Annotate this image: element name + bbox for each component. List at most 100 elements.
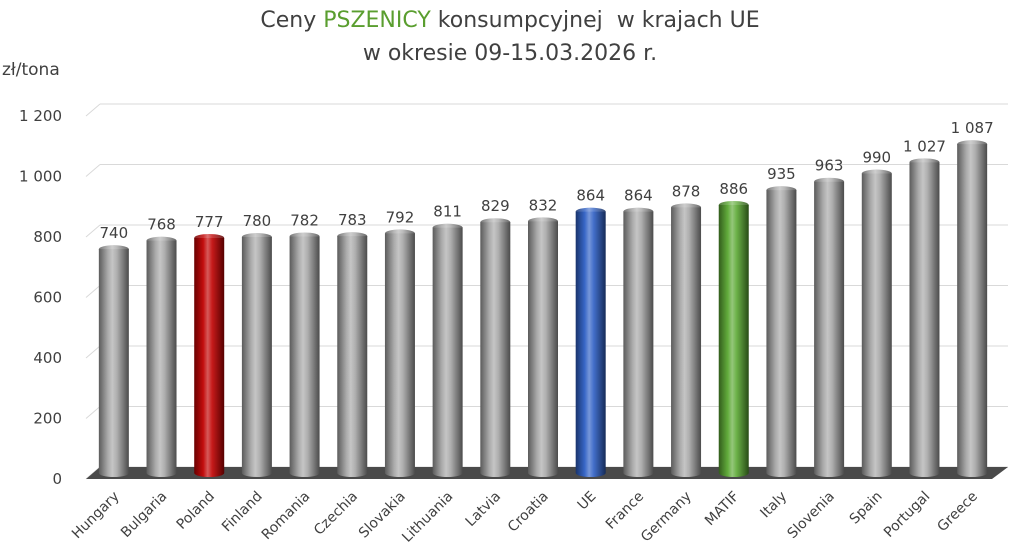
x-tick-label: Greece xyxy=(934,489,981,536)
data-label: 740 xyxy=(100,224,129,242)
y-tick-label: 0 xyxy=(52,470,62,488)
bar-body xyxy=(861,173,892,477)
x-tick-label: Poland xyxy=(174,489,218,533)
bar-body xyxy=(671,207,702,477)
bar-body xyxy=(623,211,654,477)
y-tick-label: 400 xyxy=(33,349,62,367)
bar-body xyxy=(241,237,272,477)
x-tick-label: UE xyxy=(575,489,600,514)
bar-cap xyxy=(957,140,988,149)
bar-cap xyxy=(766,186,797,195)
bar-cap xyxy=(98,245,129,254)
x-tick-label: Bulgaria xyxy=(118,489,170,541)
bar-cap xyxy=(480,218,511,227)
bar-body xyxy=(432,227,463,477)
y-tick-label: 1 200 xyxy=(19,107,62,125)
x-tick-label: Croatia xyxy=(505,489,552,536)
bar-body xyxy=(766,190,797,477)
x-tick-label: Lithuania xyxy=(399,489,456,546)
bar-body xyxy=(384,233,415,477)
x-tick-label: Slovenia xyxy=(784,489,837,542)
data-label: 886 xyxy=(719,180,748,198)
gridline-side xyxy=(85,285,101,298)
x-tick-label: Spain xyxy=(847,489,886,528)
bar-cap xyxy=(909,158,940,167)
data-label: 782 xyxy=(290,211,319,229)
x-tick-label: Finland xyxy=(219,489,266,536)
bar-hungary xyxy=(98,245,129,477)
bar-poland xyxy=(194,233,225,477)
data-label: 864 xyxy=(624,187,653,205)
x-tick-label: Italy xyxy=(757,489,790,522)
bar-cap xyxy=(194,233,225,242)
bar-romania xyxy=(289,232,320,477)
bar-ue xyxy=(575,207,606,477)
bar-cap xyxy=(575,207,606,216)
gridline-side xyxy=(85,224,101,238)
chart-title: Ceny PSZENICY konsumpcyjnej w krajach UE… xyxy=(0,4,1020,70)
x-tick-label: Hungary xyxy=(69,489,123,543)
data-label: 811 xyxy=(433,203,462,221)
bar-latvia xyxy=(480,218,511,477)
x-tick-label: MATIF xyxy=(702,489,743,530)
bar-body xyxy=(575,211,606,477)
gridline-side xyxy=(85,345,101,359)
bar-cap xyxy=(623,207,654,216)
data-label: 792 xyxy=(386,208,415,226)
data-label: 878 xyxy=(672,182,701,200)
title-line-2: w okresie 09-15.03.2026 r. xyxy=(362,41,658,66)
x-tick-label: Romania xyxy=(259,489,314,544)
bar-cap xyxy=(241,233,272,242)
data-label: 990 xyxy=(862,149,891,167)
bar-body xyxy=(909,162,940,477)
x-tick-label: Germany xyxy=(638,489,695,546)
data-label: 780 xyxy=(243,212,272,230)
bar-body xyxy=(98,249,129,477)
bar-czechia xyxy=(337,232,368,477)
bar-cap xyxy=(528,217,558,226)
x-tick-label: Latvia xyxy=(463,489,504,530)
title-highlight: PSZENICY xyxy=(323,8,431,33)
bar-finland xyxy=(241,233,272,477)
bar-lithuania xyxy=(432,223,463,477)
bar-france xyxy=(623,207,654,477)
bar-body xyxy=(289,236,320,477)
bar-body xyxy=(718,204,749,478)
gridline-side xyxy=(85,103,101,117)
data-label: 864 xyxy=(576,187,605,205)
title-line-1: Ceny PSZENICY konsumpcyjnej w krajach UE xyxy=(0,4,1020,37)
bar-greece xyxy=(957,140,988,477)
bar-croatia xyxy=(528,217,558,477)
data-label: 832 xyxy=(529,196,558,214)
bar-cap xyxy=(432,223,463,232)
bar-cap xyxy=(146,236,177,245)
data-label: 829 xyxy=(481,197,510,215)
data-label: 1 087 xyxy=(951,119,994,137)
bar-cap xyxy=(814,177,845,186)
data-label: 783 xyxy=(338,211,367,229)
bar-body xyxy=(528,221,558,477)
y-tick-label: 600 xyxy=(33,289,62,307)
title-part-1: Ceny xyxy=(260,8,324,33)
bar-body xyxy=(814,181,845,477)
title-part-2: konsumpcyjnej w krajach UE xyxy=(430,8,760,33)
bar-body xyxy=(194,237,225,477)
bar-cap xyxy=(384,229,415,238)
bar-bulgaria xyxy=(146,236,177,477)
bar-portugal xyxy=(909,158,940,477)
bar-body xyxy=(146,240,177,477)
bar-cap xyxy=(337,232,368,241)
data-label: 1 027 xyxy=(903,137,946,155)
bar-body xyxy=(337,236,368,477)
data-label: 768 xyxy=(147,216,176,234)
bar-cap xyxy=(861,169,892,178)
bar-slovakia xyxy=(384,229,415,477)
x-tick-label: Czechia xyxy=(311,489,361,539)
bar-body xyxy=(957,144,988,477)
bar-spain xyxy=(861,169,892,477)
bar-italy xyxy=(766,186,797,477)
x-tick-label: Portugal xyxy=(881,489,933,541)
gridline-side xyxy=(85,164,101,177)
y-tick-label: 800 xyxy=(33,228,62,246)
